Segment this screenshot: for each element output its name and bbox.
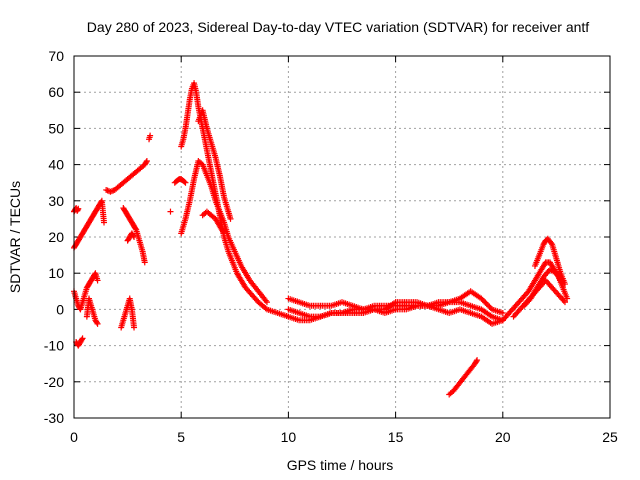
series-segment-a [71,205,82,215]
data-point [221,230,228,237]
x-tick-label: 0 [70,429,78,445]
axis-ticks: 0 5 10 15 20 25 -30 -20 -10 0 10 20 30 40 50 60 70 [44,48,618,445]
series-segment-n [178,157,270,306]
data-point [481,298,488,305]
data-series [71,80,571,398]
y-tick-label: -20 [44,374,64,390]
y-axis-title: SDTVAR / TECUs [7,181,23,293]
y-tick-label: 70 [48,48,64,64]
data-point [474,357,481,364]
series-segment-b [71,197,108,251]
data-point [143,159,150,166]
data-point [93,319,100,326]
series-segment-s [285,299,506,327]
data-point [478,295,485,302]
x-tick-label: 20 [495,429,511,445]
data-point [104,187,111,194]
x-tick-label: 5 [177,429,185,445]
series-segment-j [118,295,138,331]
series-segment-k [167,208,174,215]
data-point [94,320,101,327]
data-point [78,336,85,343]
data-point [182,179,189,186]
x-axis-title: GPS time / hours [287,457,394,473]
data-point [564,295,571,302]
series-segment-i [124,230,138,244]
x-tick-label: 25 [602,429,618,445]
series-segment-x [521,266,566,309]
data-point [486,303,493,310]
data-point [94,277,101,284]
data-point [167,208,174,215]
series-segment-p [195,107,234,222]
y-tick-label: -10 [44,338,64,354]
y-tick-label: 50 [48,120,64,136]
series-segment-d [73,335,86,349]
data-point [131,324,138,331]
data-point [548,239,555,246]
data-point [132,225,139,232]
data-point [79,335,86,342]
series-segment-r [285,288,506,317]
data-point [227,215,234,222]
series-segment-t [446,357,481,398]
data-point [143,157,150,164]
y-tick-label: 40 [48,157,64,173]
series-segment-o [199,208,228,237]
data-point [181,178,188,185]
y-tick-label: 30 [48,193,64,209]
data-point [487,305,494,312]
data-point [147,132,154,139]
y-tick-label: 60 [48,84,64,100]
y-tick-label: 20 [48,229,64,245]
y-tick-label: 10 [48,265,64,281]
plot-frame [73,55,611,419]
data-point [482,299,489,306]
y-tick-label: -30 [44,410,64,426]
data-point [131,234,138,240]
series-segment-m [178,80,292,320]
data-point [98,199,105,206]
x-tick-label: 15 [388,429,404,445]
chart-title: Day 280 of 2023, Sidereal Day-to-day VTE… [87,19,590,35]
grid [74,56,610,418]
series-segment-f [103,157,150,195]
data-point [561,299,568,306]
data-point [479,296,486,303]
series-segment-e [83,295,101,327]
data-point [483,300,490,307]
data-point [75,205,82,212]
data-point [101,219,108,226]
x-tick-label: 10 [281,429,297,445]
series-segment-l [171,176,189,186]
series-segment-g [146,132,154,143]
data-point [499,310,506,317]
y-tick-label: 0 [56,301,64,317]
series-segment-h [120,205,148,266]
series-segment-v [531,235,568,288]
data-point [473,358,480,365]
data-point [141,259,148,266]
data-point [559,281,566,288]
data-point [130,232,137,239]
data-point [485,302,492,309]
data-point [263,299,270,306]
